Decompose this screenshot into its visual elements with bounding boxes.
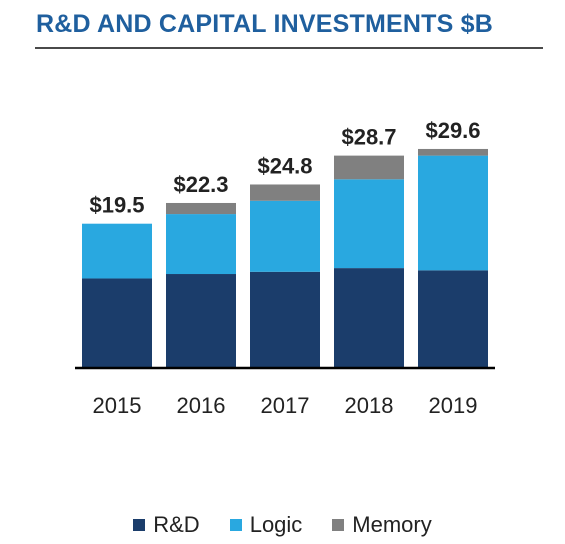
total-label-2015: $19.5 (89, 193, 144, 218)
bar-logic-2019 (418, 155, 488, 271)
legend-item-logic: Logic (229, 512, 303, 538)
legend-item-rd: R&D (133, 512, 200, 538)
bar-rd-2017 (250, 271, 320, 368)
bar-logic-2017 (250, 200, 320, 272)
stacked-bar-chart: $19.5$22.3$24.8$28.7 $29.6 2015 2016 2017 20… (75, 118, 495, 418)
bar-memory-2018 (334, 155, 404, 180)
legend-item-memory: Memory (332, 512, 432, 538)
total-label-2016: $22.3 (173, 172, 228, 197)
bar-rd-2019 (418, 270, 488, 368)
legend-swatch-memory (332, 519, 345, 531)
bar-memory-2019 (418, 148, 488, 156)
bar-rd-2018 (334, 268, 404, 368)
legend-label-logic: Logic (249, 512, 303, 537)
total-label-2018: $28.7 (341, 125, 396, 150)
total-labels-group: $19.5 $22.3 $24.8 $28.7 $29.6 (89, 118, 480, 218)
x-tick-label-2018: 2018 (345, 393, 394, 418)
x-tick-label-2015: 2015 (93, 393, 142, 418)
chart-title: R&D AND CAPITAL INVESTMENTS $B (36, 10, 493, 38)
x-tick-labels-group: 2015 2016 2017 2018 2019 (93, 393, 478, 418)
legend: R&D Logic Memory (0, 512, 565, 538)
bar-logic-2015 (82, 223, 152, 279)
legend-swatch-rd (133, 519, 146, 531)
total-label-2017: $24.8 (257, 153, 312, 178)
bar-logic-2016 (166, 214, 236, 275)
legend-swatch-logic (229, 519, 242, 531)
bars-group (82, 148, 488, 368)
bar-rd-2016 (166, 274, 236, 368)
x-tick-label-2016: 2016 (177, 393, 226, 418)
legend-label-memory: Memory (352, 512, 432, 537)
x-tick-label-2019: 2019 (429, 393, 478, 418)
bar-memory-2017 (250, 184, 320, 201)
bar-memory-2016 (166, 202, 236, 215)
total-label-2019: $29.6 (425, 118, 480, 143)
x-tick-label-2017: 2017 (261, 393, 310, 418)
legend-label-rd: R&D (153, 512, 200, 537)
title-divider (35, 47, 543, 49)
bar-rd-2015 (82, 278, 152, 368)
bar-logic-2018 (334, 179, 404, 269)
